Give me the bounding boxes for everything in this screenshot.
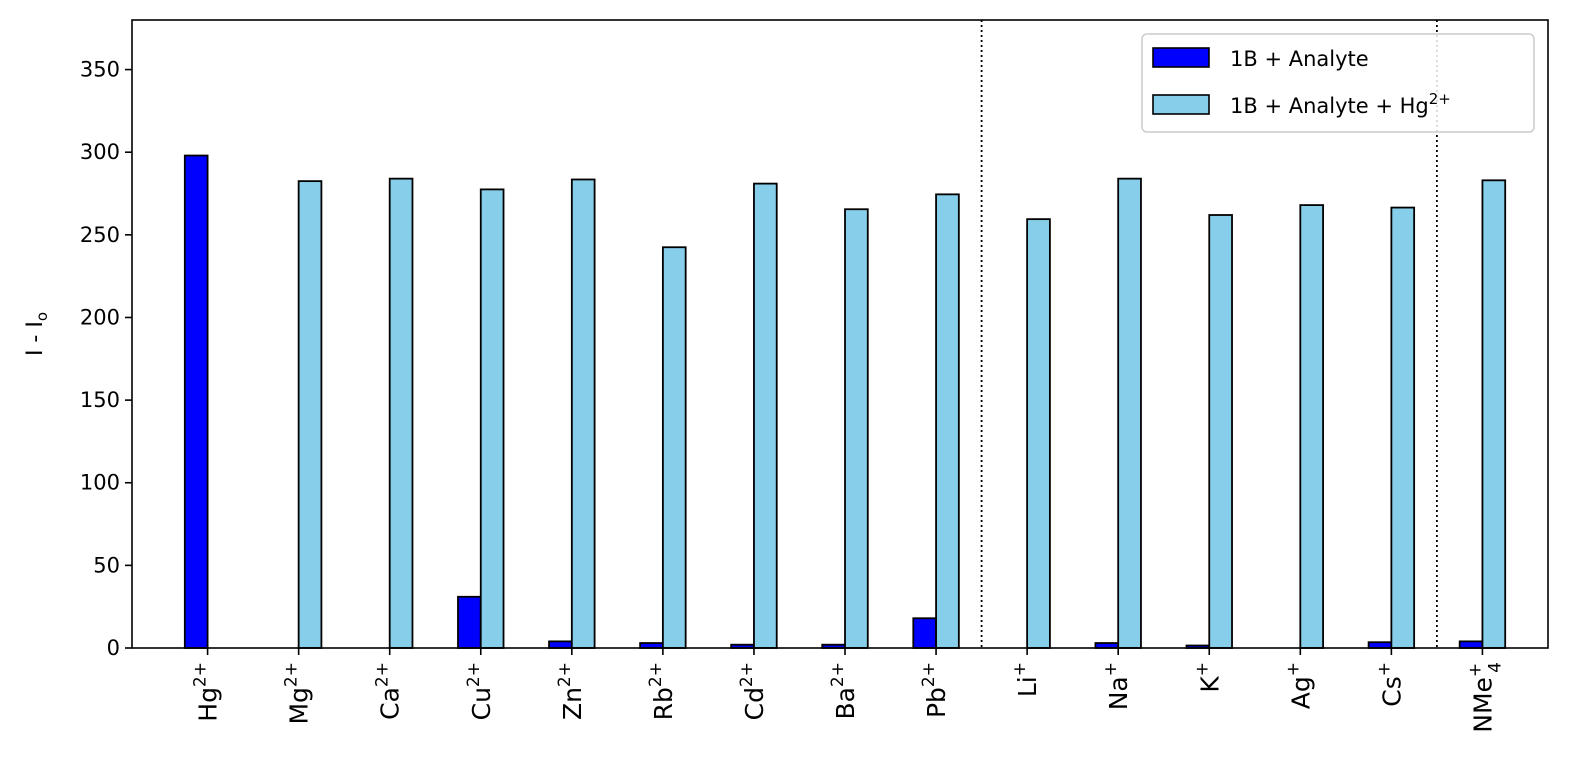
x-tick-label-1: Mg2+: [282, 662, 314, 725]
bar-s0-8: [912, 617, 937, 649]
bar-s0-0: [183, 154, 209, 649]
bar-s0-13: [1367, 641, 1393, 649]
bar-s1-7: [844, 208, 869, 649]
x-tick-label-8: Pb2+: [919, 662, 951, 718]
y-tick-label-5: 250: [80, 223, 120, 247]
x-tick-label-11: K+: [1192, 662, 1224, 693]
bar-s1-4: [570, 178, 596, 649]
bars-group: [183, 154, 1507, 649]
y-tick-label-6: 300: [80, 140, 120, 164]
x-tick-label-14: NMe+4: [1465, 662, 1505, 733]
x-axis-ticks: Hg2+ Mg2+ Ca2+ Cu2+ Zn2+ Rb2+ Cd2+ Ba2+ Pb2+ Li+ N…: [191, 648, 1505, 733]
bar-s1-12: [1299, 204, 1324, 649]
bar-s1-2: [388, 177, 414, 649]
x-tick-label-13: Cs+: [1374, 662, 1406, 707]
y-axis-ticks: 0 50 100 150 200 250 300 350: [80, 58, 132, 660]
y-axis-label: I - Io: [23, 312, 51, 356]
bar-s0-4: [548, 640, 573, 649]
bar-s1-8: [935, 193, 960, 649]
x-tick-label-0: Hg2+: [191, 662, 223, 722]
x-tick-label-2: Ca2+: [373, 662, 405, 720]
legend-label-0: 1B + Analyte: [1230, 47, 1369, 71]
y-tick-label-3: 150: [80, 388, 120, 412]
bar-s1-14: [1481, 179, 1507, 649]
bar-s1-6: [753, 182, 778, 649]
x-tick-label-10: Na+: [1101, 662, 1133, 710]
x-tick-label-5: Rb2+: [646, 662, 678, 720]
y-tick-label-0: 0: [107, 636, 120, 660]
y-tick-label-4: 200: [80, 305, 120, 329]
y-tick-label-1: 50: [93, 553, 120, 577]
bar-s1-13: [1390, 206, 1416, 649]
bar-s1-9: [1026, 218, 1051, 649]
bar-s1-3: [479, 188, 505, 649]
legend-swatch-1: [1152, 94, 1210, 115]
y-tick-label-2: 100: [80, 471, 120, 495]
bar-s1-5: [661, 246, 687, 649]
legend: 1B + Analyte 1B + Analyte + Hg2+: [1141, 33, 1535, 133]
bar-s0-3: [457, 595, 482, 649]
legend-label-1: 1B + Analyte + Hg2+: [1230, 90, 1451, 118]
x-tick-label-12: Ag+: [1283, 662, 1315, 709]
x-tick-label-7: Ba2+: [828, 662, 860, 720]
bar-s1-11: [1208, 214, 1233, 649]
y-tick-label-7: 350: [80, 58, 120, 82]
bar-s0-14: [1458, 640, 1484, 649]
x-tick-label-3: Cu2+: [464, 662, 496, 720]
x-tick-label-6: Cd2+: [737, 662, 769, 720]
x-tick-label-4: Zn2+: [555, 662, 587, 720]
plot-frame: [131, 19, 1549, 649]
bar-s1-1: [297, 180, 323, 649]
x-tick-label-9: Li+: [1010, 662, 1042, 697]
bar-s1-10: [1117, 177, 1142, 649]
legend-swatch-0: [1152, 47, 1210, 68]
legend-box: [1141, 33, 1535, 133]
